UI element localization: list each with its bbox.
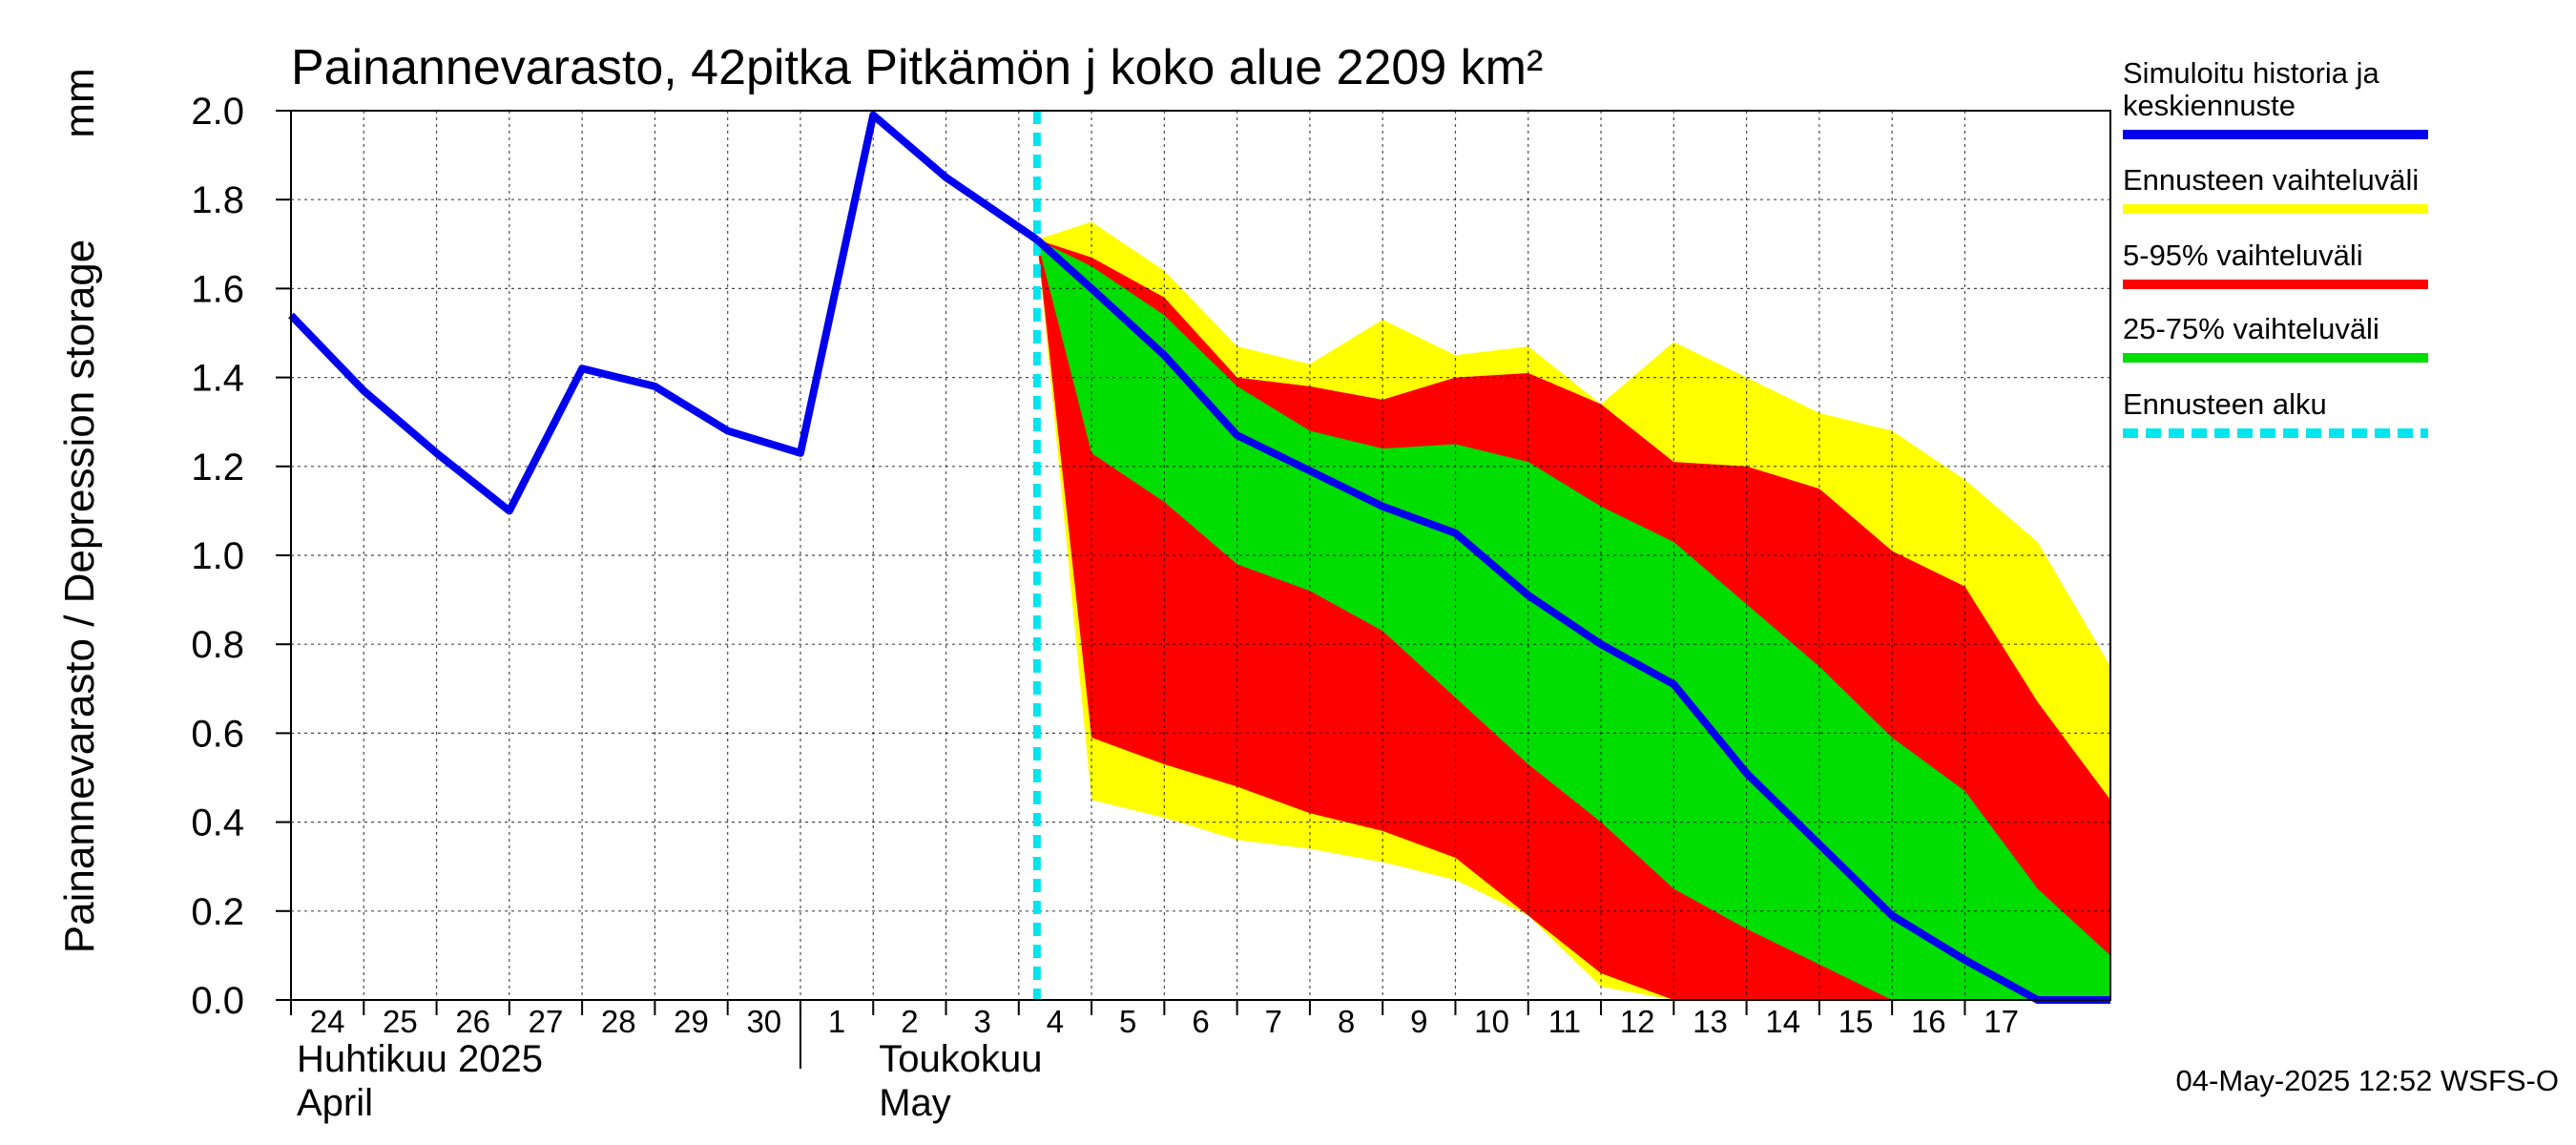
band-2	[1036, 239, 2110, 1000]
legend-label: Ennusteen vaihteluväli	[2123, 163, 2419, 197]
x-tick-label: 6	[1192, 1004, 1209, 1039]
forecast-bands	[1036, 221, 2110, 1000]
y-tick-label: 1.4	[191, 358, 244, 400]
y-tick-label: 2.0	[191, 91, 244, 133]
legend-label: 25-75% vaihteluväli	[2123, 312, 2379, 345]
x-tick-label: 12	[1620, 1004, 1655, 1039]
x-tick-label: 5	[1119, 1004, 1136, 1039]
y-tick-label: 1.8	[191, 179, 244, 221]
y-tick-label: 1.0	[191, 535, 244, 577]
y-tick-label: 0.4	[191, 802, 244, 844]
y-tick-label: 0.6	[191, 713, 244, 755]
x-tick-label: 10	[1474, 1004, 1509, 1039]
x-tick-label: 26	[455, 1004, 490, 1039]
month-label-en: April	[297, 1082, 373, 1124]
x-tick-label: 16	[1911, 1004, 1946, 1039]
month-label-en: May	[879, 1082, 951, 1124]
x-tick-label: 3	[973, 1004, 990, 1039]
x-tick-label: 30	[746, 1004, 781, 1039]
x-tick-label: 8	[1338, 1004, 1355, 1039]
x-tick-label: 24	[310, 1004, 345, 1039]
legend-label: 5-95% vaihteluväli	[2123, 239, 2363, 272]
x-tick-label: 4	[1047, 1004, 1064, 1039]
median-forecast-line	[1034, 237, 2110, 1004]
x-tick-label: 2	[901, 1004, 918, 1039]
grid-lines	[291, 111, 2110, 1000]
chart-title: Painannevarasto, 42pitka Pitkämön j koko…	[291, 40, 1543, 95]
x-tick-label: 11	[1548, 1004, 1581, 1039]
x-tick-label: 27	[529, 1004, 564, 1039]
legend: Simuloitu historia ja keskiennuste Ennuste…	[2123, 56, 2428, 438]
y-tick-label: 1.6	[191, 268, 244, 310]
x-tick-label: 15	[1839, 1004, 1874, 1039]
y-axis-unit: mm	[56, 68, 103, 137]
legend-label: Simuloitu historia ja keskiennuste	[2123, 56, 2380, 122]
x-tick-label: 17	[1984, 1004, 2019, 1039]
x-tick-label: 29	[674, 1004, 709, 1039]
month-label: Huhtikuu 2025	[297, 1038, 543, 1080]
y-tick-label: 0.0	[191, 980, 244, 1022]
x-tick-label: 7	[1265, 1004, 1282, 1039]
legend-label: Ennusteen alku	[2123, 387, 2327, 421]
history-line	[288, 111, 1040, 515]
x-tick-label: 14	[1765, 1004, 1800, 1039]
x-tick-label: 13	[1693, 1004, 1728, 1039]
x-tick-label: 1	[828, 1004, 845, 1039]
series-lines	[288, 111, 2110, 1004]
y-tick-label: 0.8	[191, 624, 244, 666]
x-tick-label: 9	[1410, 1004, 1427, 1039]
timestamp-footer: 04-May-2025 12:52 WSFS-O	[2176, 1064, 2559, 1097]
y-axis-ticks: 0.0 0.2 0.4 0.6 0.8 1.0 1.2 1.4 1.6 1.8 2.0	[191, 91, 291, 1022]
y-axis-label: Painannevarasto / Depression storage	[56, 239, 103, 953]
y-tick-label: 1.2	[191, 447, 244, 489]
x-axis-ticks: 24 25 26 27 28 29 30 1 2 3 4 5 6 7 8 9 10 11 12 13 14 15 16 17	[290, 1000, 2019, 1039]
y-tick-label: 0.2	[191, 891, 244, 933]
month-label: Toukokuu	[879, 1038, 1042, 1080]
x-tick-label: 25	[383, 1004, 418, 1039]
x-tick-label: 28	[601, 1004, 636, 1039]
